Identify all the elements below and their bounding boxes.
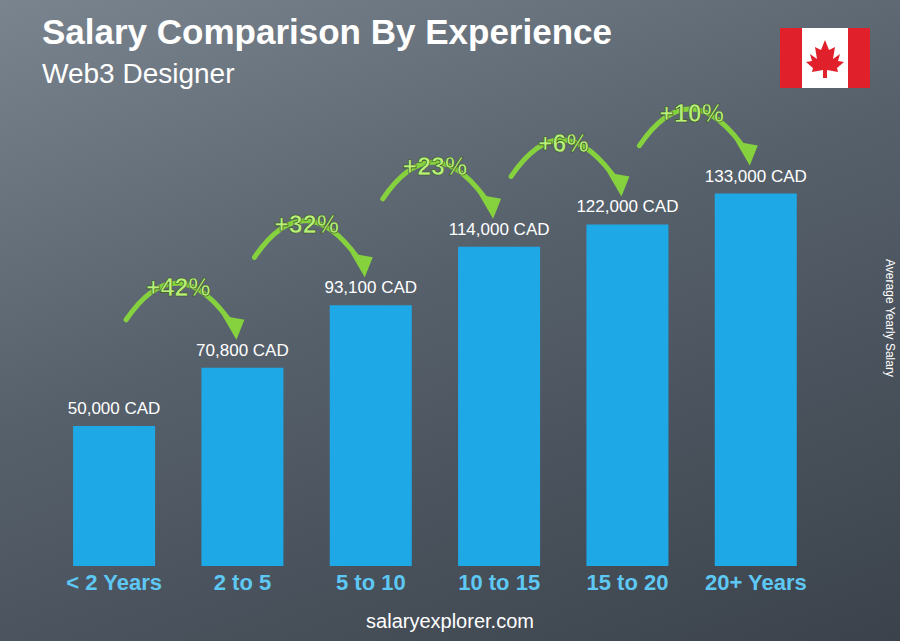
svg-text:114,000 CAD: 114,000 CAD (449, 220, 550, 239)
svg-text:2 to 5: 2 to 5 (214, 570, 271, 595)
html-text:Average Yearly Salary: Average Yearly Salary (883, 259, 897, 377)
svg-text:< 2 Years: < 2 Years (66, 570, 162, 595)
svg-text:93,100 CAD: 93,100 CAD (324, 278, 417, 297)
svg-text:5 to 10: 5 to 10 (336, 570, 406, 595)
svg-text:+6%: +6% (538, 129, 589, 157)
svg-text:70,800 CAD: 70,800 CAD (196, 341, 289, 360)
svg-text:20+ Years: 20+ Years (705, 570, 807, 595)
svg-text:+42%: +42% (146, 273, 211, 301)
html-text:Web3 Designer: Web3 Designer (42, 58, 235, 89)
svg-text:15 to 20: 15 to 20 (587, 570, 669, 595)
svg-text:50,000 CAD: 50,000 CAD (68, 399, 161, 418)
html-text:salaryexplorer.com: salaryexplorer.com (366, 610, 534, 632)
svg-text:+23%: +23% (403, 152, 468, 180)
svg-text:10 to 15: 10 to 15 (458, 570, 540, 595)
html-text:Salary Comparison By Experienc: Salary Comparison By Experience (42, 12, 612, 51)
svg-text:122,000 CAD: 122,000 CAD (576, 197, 678, 216)
svg-text:+10%: +10% (659, 99, 724, 127)
svg-text:133,000 CAD: 133,000 CAD (705, 167, 807, 186)
svg-text:+32%: +32% (274, 210, 339, 238)
